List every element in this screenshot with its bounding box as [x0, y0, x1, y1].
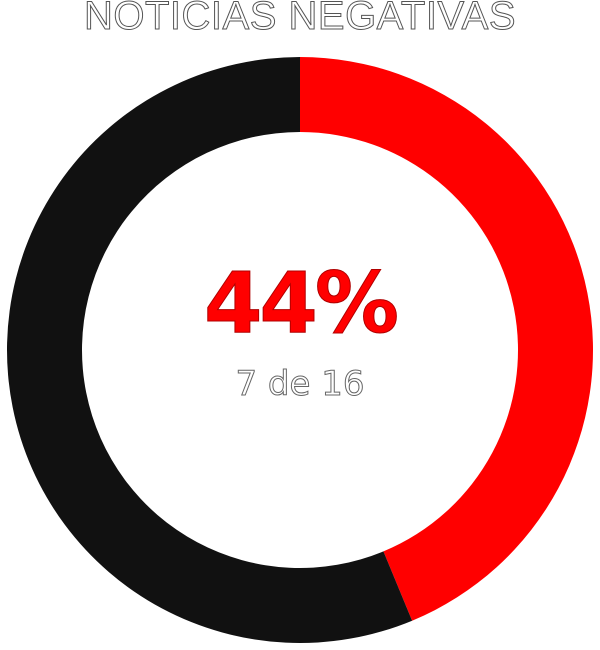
- slice-negative: [300, 57, 593, 621]
- count-label: 7 de 16: [235, 364, 364, 404]
- chart-title: NOTICIAS NEGATIVAS: [83, 0, 517, 39]
- percent-label: 44%: [204, 254, 397, 352]
- slice-remainder: [6, 57, 413, 643]
- donut-slices: [6, 57, 593, 643]
